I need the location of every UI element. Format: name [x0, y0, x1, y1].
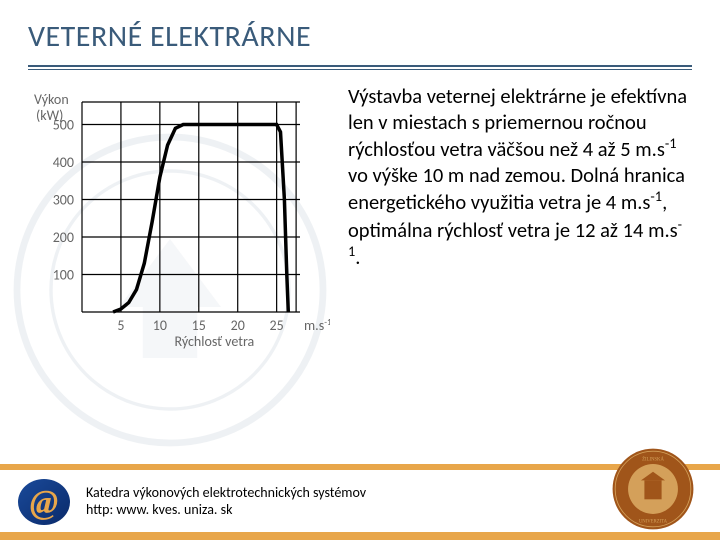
svg-text:10: 10 [153, 317, 167, 334]
svg-text:15: 15 [192, 317, 206, 334]
svg-text:20: 20 [231, 317, 245, 334]
university-seal-icon: ŽILINSKÁ UNIVERZITA [610, 446, 696, 532]
svg-text:500: 500 [53, 117, 74, 134]
svg-text:UNIVERZITA: UNIVERZITA [639, 520, 668, 525]
svg-text:5: 5 [117, 317, 124, 334]
svg-text:300: 300 [53, 192, 74, 209]
svg-text:Výkon: Výkon [34, 91, 69, 108]
svg-text:25: 25 [270, 317, 284, 334]
svg-text:Rýchlosť vetra: Rýchlosť vetra [174, 333, 254, 350]
page-title: VETERNÉ ELEKTRÁRNE [28, 18, 692, 55]
at-logo-icon: @ [14, 475, 74, 527]
svg-text:@: @ [30, 484, 58, 521]
footer-dept: Katedra výkonových elektrotechnických sy… [86, 484, 366, 502]
power-curve-chart: Výkon(kW)100200300400500510152025Rýchlos… [20, 84, 330, 364]
footer-url: http: www. kves. uniza. sk [86, 501, 366, 519]
svg-text:200: 200 [53, 229, 74, 246]
page-number: 47 [689, 519, 702, 534]
title-underline [28, 65, 692, 67]
svg-text:ŽILINSKÁ: ŽILINSKÁ [642, 457, 664, 463]
body-text: Výstavba veternej elektrárne je efektívn… [330, 84, 692, 364]
svg-text:400: 400 [53, 154, 74, 171]
svg-text:m.s-1: m.s-1 [304, 317, 330, 334]
svg-text:100: 100 [53, 267, 74, 284]
